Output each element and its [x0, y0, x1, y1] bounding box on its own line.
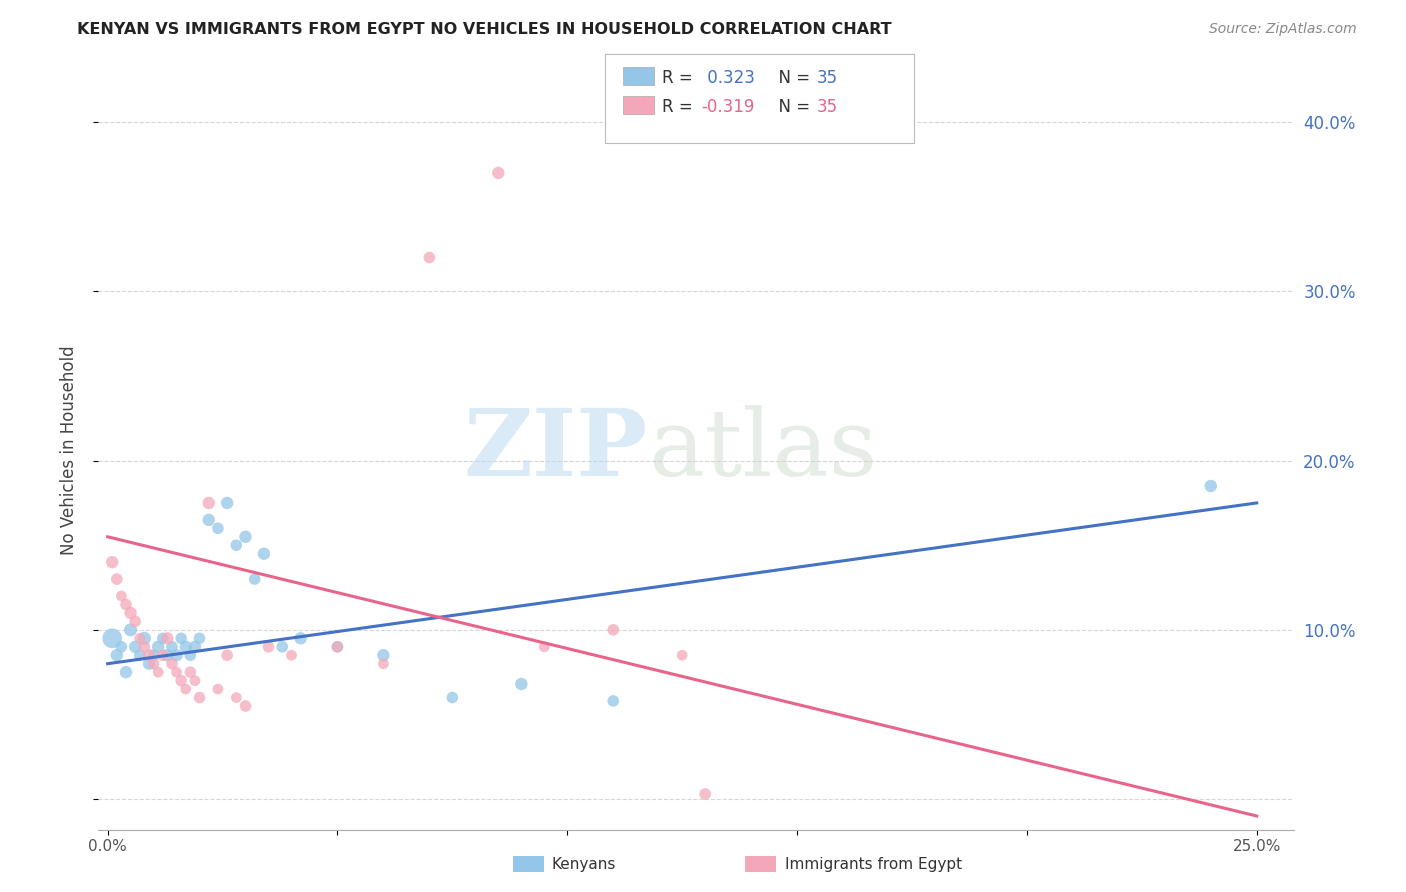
Point: [105, 572, 128, 586]
Point: [217, 648, 239, 663]
Point: [110, 589, 132, 603]
Point: [179, 665, 201, 680]
Point: [1199, 479, 1222, 493]
Point: [166, 648, 188, 663]
Point: [188, 632, 211, 646]
Point: [207, 682, 229, 697]
Text: 0.323: 0.323: [702, 69, 755, 87]
Point: [217, 496, 239, 510]
Point: [188, 690, 211, 705]
Point: [101, 555, 124, 569]
Point: [290, 632, 312, 646]
Point: [253, 547, 276, 561]
Point: [124, 615, 146, 629]
Point: [174, 640, 197, 654]
Text: Kenyans: Kenyans: [551, 857, 616, 871]
Point: [148, 665, 170, 680]
Text: -0.319: -0.319: [702, 98, 755, 116]
Point: [120, 606, 142, 620]
Point: [695, 787, 717, 801]
Point: [134, 640, 156, 654]
Text: R =: R =: [662, 98, 699, 116]
Point: [602, 623, 624, 637]
Point: [170, 673, 193, 688]
Point: [373, 657, 395, 671]
Point: [156, 648, 179, 663]
Point: [174, 682, 197, 697]
Point: [486, 166, 509, 180]
Point: [197, 496, 219, 510]
Point: [156, 632, 179, 646]
Point: [105, 648, 128, 663]
Point: [170, 632, 193, 646]
Text: KENYAN VS IMMIGRANTS FROM EGYPT NO VEHICLES IN HOUSEHOLD CORRELATION CHART: KENYAN VS IMMIGRANTS FROM EGYPT NO VEHIC…: [77, 22, 891, 37]
Point: [373, 648, 395, 663]
Point: [115, 665, 138, 680]
Point: [243, 572, 266, 586]
Point: [160, 640, 183, 654]
Point: [128, 632, 150, 646]
Point: [184, 673, 207, 688]
Text: atlas: atlas: [648, 406, 877, 495]
Point: [197, 513, 219, 527]
Point: [138, 648, 160, 663]
Point: [326, 640, 349, 654]
Point: [326, 640, 349, 654]
Point: [138, 657, 160, 671]
Point: [110, 640, 132, 654]
Text: N =: N =: [768, 69, 815, 87]
Point: [142, 657, 165, 671]
Point: [160, 657, 183, 671]
Point: [152, 648, 174, 663]
Point: [235, 530, 257, 544]
Point: [418, 251, 440, 265]
Point: [124, 640, 146, 654]
Point: [533, 640, 555, 654]
Point: [152, 632, 174, 646]
Text: 35: 35: [817, 98, 838, 116]
Point: [101, 632, 124, 646]
Point: [225, 538, 247, 552]
Point: [207, 521, 229, 535]
Point: [235, 698, 257, 713]
Point: [148, 640, 170, 654]
Point: [671, 648, 693, 663]
Text: Source: ZipAtlas.com: Source: ZipAtlas.com: [1209, 22, 1357, 37]
Text: ZIP: ZIP: [464, 406, 648, 495]
Point: [184, 640, 207, 654]
Point: [225, 690, 247, 705]
Text: R =: R =: [662, 69, 699, 87]
Y-axis label: No Vehicles in Household: No Vehicles in Household: [59, 345, 77, 556]
Point: [142, 648, 165, 663]
Point: [134, 632, 156, 646]
Point: [271, 640, 294, 654]
Point: [166, 665, 188, 680]
Text: Immigrants from Egypt: Immigrants from Egypt: [785, 857, 962, 871]
Point: [602, 694, 624, 708]
Point: [257, 640, 280, 654]
Point: [179, 648, 201, 663]
Text: N =: N =: [768, 98, 815, 116]
Point: [280, 648, 302, 663]
Point: [441, 690, 464, 705]
Point: [510, 677, 533, 691]
Text: 35: 35: [817, 69, 838, 87]
Point: [115, 598, 138, 612]
Point: [128, 648, 150, 663]
Point: [120, 623, 142, 637]
